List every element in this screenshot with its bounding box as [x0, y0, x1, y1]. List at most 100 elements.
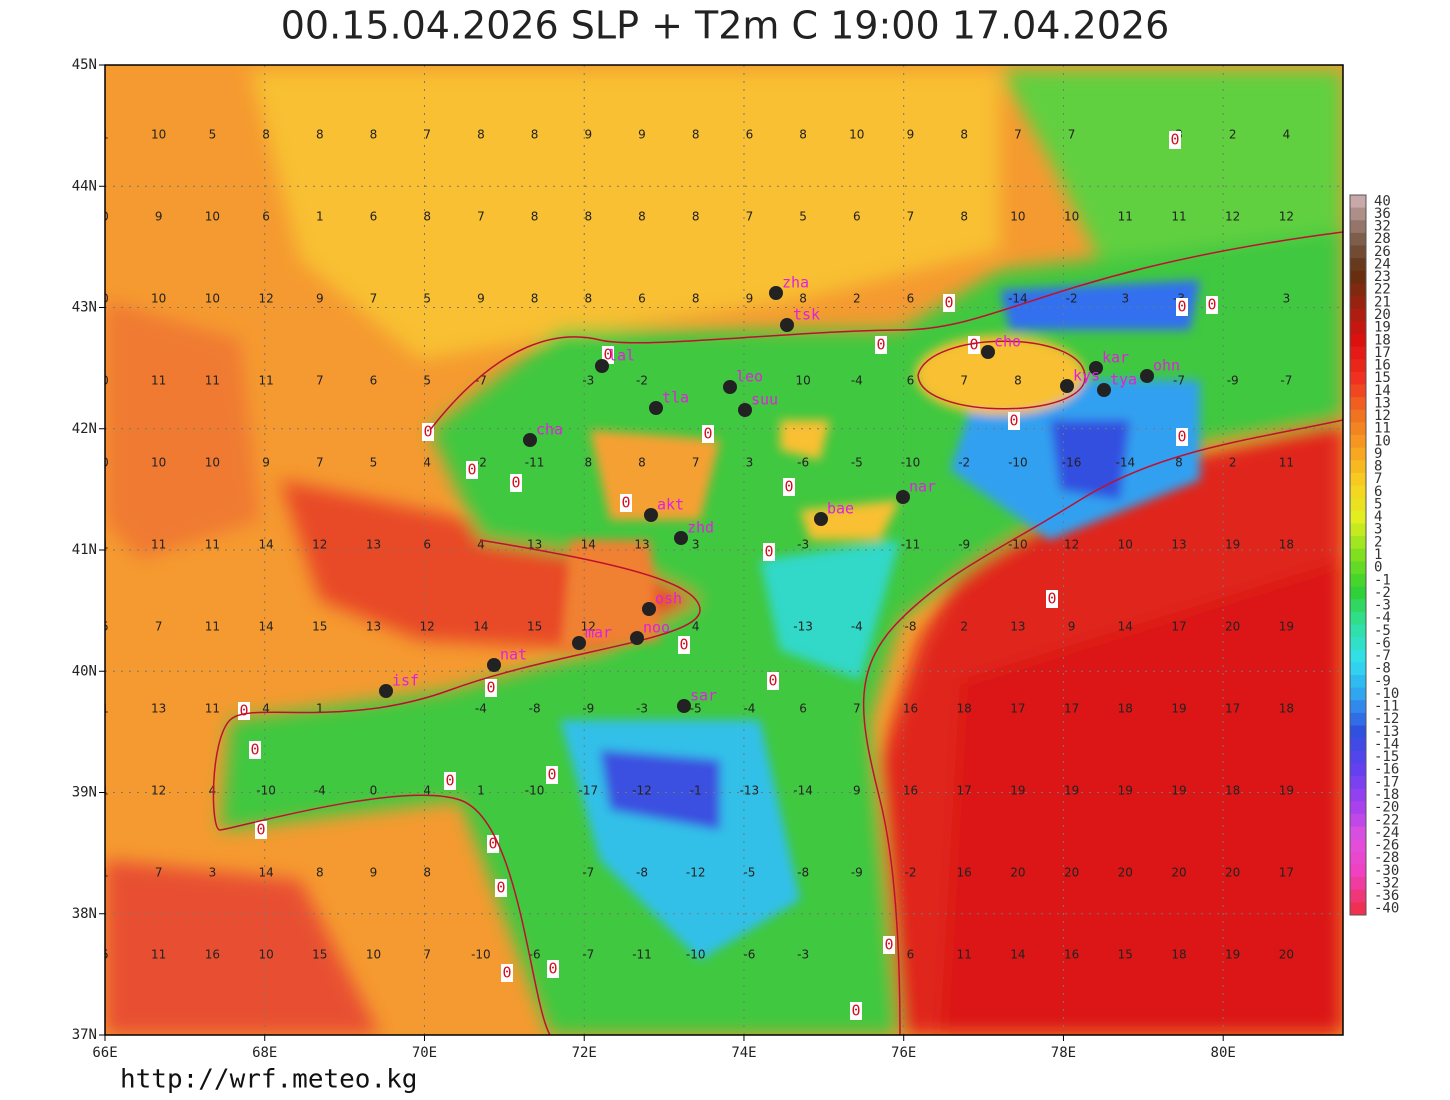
contour-label: 0 [250, 741, 259, 759]
colorbar-swatch [1350, 851, 1366, 865]
grid-value: 8 [531, 292, 539, 306]
grid-value: 6 [799, 702, 807, 716]
grid-value: 19 [1225, 538, 1240, 552]
grid-value: 9 [584, 128, 592, 142]
contour-label: 0 [1009, 412, 1018, 430]
contour-label-box [1206, 296, 1218, 314]
grid-value: 17 [1225, 702, 1240, 716]
colorbar-label: 15 [1374, 370, 1391, 386]
grid-value: 11 [205, 620, 220, 634]
colorbar-swatch [1350, 270, 1366, 284]
colorbar-swatch [1350, 573, 1366, 588]
city-label: tla [662, 389, 689, 407]
colorbar-swatch [1350, 725, 1366, 739]
grid-value: -4 [851, 620, 863, 634]
grid-value: -4 [743, 702, 755, 716]
grid-value: -9 [958, 538, 970, 552]
grid-value: 19 [1010, 784, 1025, 798]
colorbar-label: 23 [1374, 269, 1391, 285]
colorbar-label: -13 [1374, 724, 1399, 740]
colorbar-label: -10 [1374, 686, 1399, 702]
grid-value: 1 [101, 128, 109, 142]
grid-value: -8 [636, 866, 648, 880]
grid-value: -14 [793, 784, 813, 798]
grid-value: 0 [101, 210, 109, 224]
colorbar-swatch [1350, 599, 1366, 613]
grid-value: 6 [853, 210, 861, 224]
city-marker [677, 699, 691, 713]
x-tick-label: 70E [412, 1045, 437, 1061]
grid-value: 20 [1279, 948, 1294, 962]
colorbar-label: 21 [1374, 294, 1391, 310]
grid-value: 19 [1171, 784, 1186, 798]
grid-value: 14 [258, 538, 273, 552]
colorbar-label: -7 [1374, 648, 1391, 664]
grid-value: -13 [740, 784, 760, 798]
grid-value: 20 [1064, 866, 1079, 880]
grid-value: 11 [1118, 210, 1133, 224]
grid-value: 10 [258, 948, 273, 962]
graticule [105, 65, 1343, 1035]
grid-value: 19 [1118, 784, 1133, 798]
contour-label-box [510, 474, 522, 492]
colorbar-swatch [1350, 776, 1366, 790]
grid-value: 8 [423, 866, 431, 880]
colorbar-swatch [1350, 321, 1366, 335]
grid-value: 11 [151, 948, 166, 962]
city-marker [379, 684, 393, 698]
contour-label: 0 [884, 936, 893, 954]
grid-value: 1 [101, 866, 109, 880]
grid-value: 2 [960, 620, 968, 634]
grid-value: -9 [851, 866, 863, 880]
colorbar-swatch [1350, 333, 1366, 348]
contour-label-box [783, 478, 795, 496]
grid-value: -7 [1280, 374, 1292, 388]
x-tick-label: 78E [1051, 1045, 1076, 1061]
grid-value: 11 [205, 702, 220, 716]
grid-value: 3 [746, 456, 754, 470]
grid-value: 9 [746, 292, 754, 306]
colorbar-swatch [1350, 624, 1366, 638]
y-tick-label: 40N [72, 663, 97, 679]
grid-value: 13 [366, 620, 381, 634]
colorbar-swatch [1350, 675, 1366, 689]
colorbar-label: -4 [1374, 610, 1391, 626]
city-marker [644, 508, 658, 522]
axes: 66E 68E 70E 72E 74E 76E 78E 80E 37N 38N 39N 40N 41N 4… [72, 57, 1236, 1061]
grid-value: 19 [1279, 620, 1294, 634]
grid-value: 8 [960, 210, 968, 224]
grid-values: 1105888788998681098773240910616878888756… [101, 128, 1294, 962]
grid-value: 9 [907, 128, 915, 142]
colorbar-swatch [1350, 422, 1366, 436]
grid-value: 8 [638, 210, 646, 224]
grid-value: 15 [312, 620, 327, 634]
contour-label: 0 [784, 478, 793, 496]
contour-label-box [485, 679, 497, 697]
grid-value: 5 [101, 620, 109, 634]
colorbar-swatch [1350, 536, 1366, 550]
grid-value: -3 [582, 374, 594, 388]
grid-value: 16 [1064, 948, 1079, 962]
contour-label-box [702, 425, 714, 443]
city-marker [769, 286, 783, 300]
grid-value: -10 [525, 784, 545, 798]
city-marker [723, 380, 737, 394]
grid-value: 8 [692, 128, 700, 142]
colorbar-frame [1349, 194, 1367, 916]
colorbar-swatch [1350, 738, 1366, 752]
colorbar-label: 6 [1374, 484, 1382, 500]
grid-value: 18 [1118, 702, 1133, 716]
contour-label: 0 [239, 702, 248, 720]
contour-label-box [943, 294, 955, 312]
colorbar-label: 10 [1374, 433, 1391, 449]
grid-value: 6 [907, 292, 915, 306]
colorbar-label: -12 [1374, 711, 1399, 727]
y-tick-label: 37N [72, 1027, 97, 1043]
colorbar-swatch [1350, 435, 1366, 449]
grid-value: -2 [1066, 292, 1078, 306]
colorbar-swatch [1350, 649, 1366, 663]
grid-value: 4 [423, 456, 431, 470]
grid-value: 8 [960, 128, 968, 142]
grid-value: -8 [797, 866, 809, 880]
grid-value: 10 [151, 292, 166, 306]
